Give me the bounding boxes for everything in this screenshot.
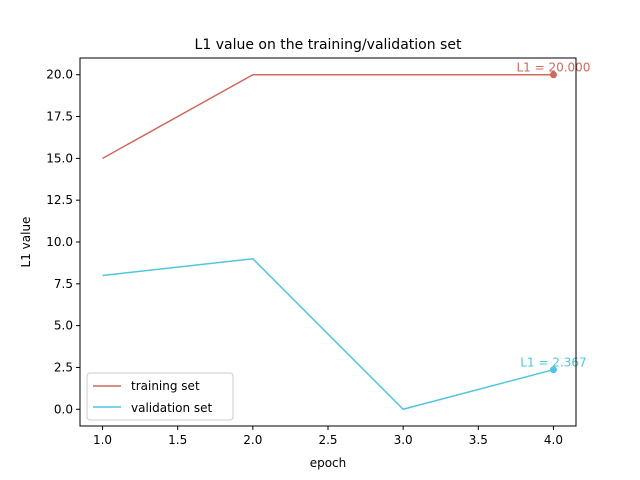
legend-label-validation: validation set (131, 401, 213, 415)
chart-title: L1 value on the training/validation set (195, 37, 462, 53)
y-tick-label: 2.5 (54, 360, 73, 374)
y-tick-label: 7.5 (54, 277, 73, 291)
legend-label-training: training set (131, 379, 200, 393)
legend: training set validation set (86, 372, 234, 421)
y-tick-label: 5.0 (54, 319, 73, 333)
x-tick-label: 2.0 (243, 433, 262, 447)
x-tick-label: 3.0 (394, 433, 413, 447)
x-tick-label: 1.0 (93, 433, 112, 447)
series-line-training (102, 73, 554, 160)
annotation-training: L1 = 20.000 (516, 61, 590, 75)
plot-frame (79, 57, 577, 427)
y-tick-label: 0.0 (54, 402, 73, 416)
x-tick-label: 4.0 (544, 433, 563, 447)
x-tick-label: 3.5 (469, 433, 488, 447)
series-endpoint-training (549, 71, 557, 79)
y-tick-label: 10.0 (46, 235, 73, 249)
legend-box (86, 372, 234, 421)
y-tick-label: 20.0 (46, 68, 73, 82)
y-axis-ticks: 0.0 2.5 5.0 7.5 10.0 12.5 15.0 17.5 20.0 (46, 68, 80, 416)
series-line-validation (102, 257, 554, 411)
y-tick-label: 15.0 (46, 151, 73, 165)
y-tick-label: 12.5 (46, 193, 73, 207)
series-endpoint-validation (549, 366, 557, 374)
x-axis-label: epoch (310, 456, 347, 470)
y-tick-label: 17.5 (46, 110, 73, 124)
x-tick-label: 2.5 (318, 433, 337, 447)
annotation-validation: L1 = 2.367 (520, 356, 586, 370)
series-layer: L1 = 20.000 L1 = 2.367 (102, 61, 590, 411)
x-tick-label: 1.5 (168, 433, 187, 447)
x-axis-ticks: 1.0 1.5 2.0 2.5 3.0 3.5 4.0 (93, 426, 563, 447)
y-axis-label: L1 value (19, 217, 33, 268)
